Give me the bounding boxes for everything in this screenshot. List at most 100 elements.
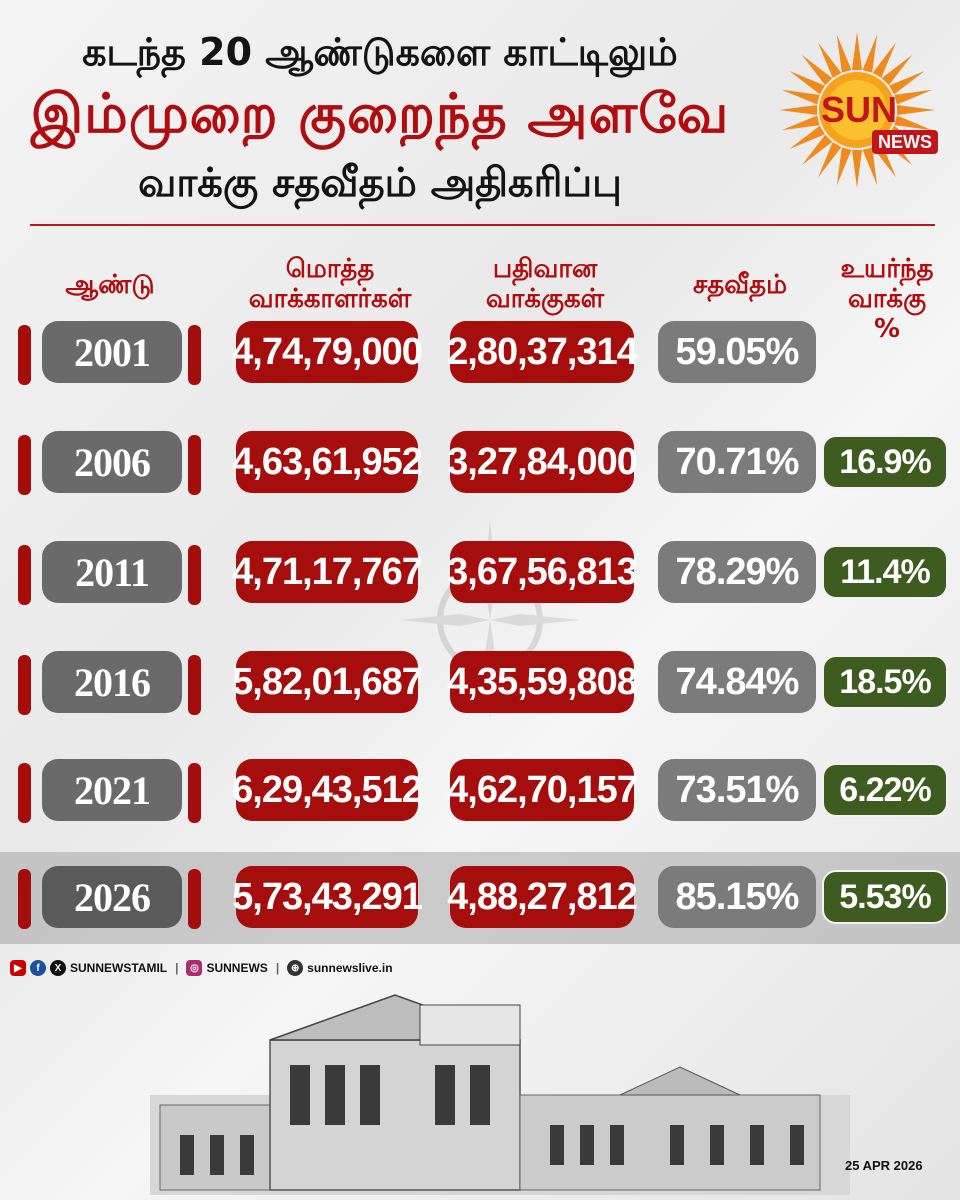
polled-votes-cell: 4,62,70,157	[447, 759, 638, 821]
increase-cell: 16.9%	[822, 435, 948, 489]
row-bar-right	[188, 655, 201, 715]
increase-cell: 11.4%	[822, 545, 948, 599]
handle-sunnews[interactable]: SUNNEWS	[206, 961, 268, 975]
separator: |	[175, 961, 179, 975]
instagram-icon[interactable]: ◎	[186, 960, 203, 976]
column-header-polled-votes: பதிவான வாக்குகள்	[450, 254, 640, 314]
year-cell: 2016	[42, 651, 182, 713]
sun-news-logo: SUN NEWS	[779, 32, 938, 188]
social-handles: ▶ f X SUNNEWSTAMIL | ◎ SUNNEWS | ⊕ sunne…	[10, 958, 393, 978]
percentage-cell: 70.71%	[658, 431, 816, 493]
youtube-icon[interactable]: ▶	[10, 960, 26, 976]
percentage-cell: 85.15%	[658, 866, 816, 928]
column-header-total-voters: மொத்த வாக்காளர்கள்	[230, 254, 430, 314]
increase-cell: 18.5%	[822, 655, 948, 709]
column-header-increase-line2: வாக்கு	[847, 284, 927, 314]
logo-sun-ray	[818, 42, 842, 78]
percentage-cell: 74.84%	[658, 651, 816, 713]
headline-line-1: கடந்த 20 ஆண்டுகளை காட்டிலும்	[82, 30, 678, 74]
increase-cell: 5.53%	[822, 870, 948, 924]
total-voters-cell: 4,71,17,767	[232, 541, 423, 603]
polled-votes-cell: 3,27,84,000	[447, 431, 638, 493]
table-row-highlighted: 2026 5,73,43,291 4,88,27,812 85.15% 5.53…	[0, 852, 960, 944]
logo-sun-ray	[894, 115, 933, 131]
row-bar-right	[188, 435, 201, 495]
total-voters-cell: 4,74,79,000	[232, 321, 423, 383]
row-bar-right	[188, 763, 201, 823]
logo-sun-ray	[852, 32, 862, 70]
globe-icon[interactable]: ⊕	[287, 960, 304, 976]
facebook-icon[interactable]: f	[30, 960, 46, 976]
column-header-total-line2: வாக்காளர்கள்	[248, 284, 412, 314]
column-header-polled-line2: வாக்குகள்	[485, 284, 605, 314]
table-row: 2001 4,74,79,000 2,80,37,314 59.05%	[0, 318, 960, 408]
table-row: 2016 5,82,01,687 4,35,59,808 74.84% 18.5…	[0, 648, 960, 738]
table-row: 2011 4,71,17,767 3,67,56,813 78.29% 11.4…	[0, 538, 960, 628]
logo-text-bottom: NEWS	[878, 132, 932, 152]
year-cell: 2006	[42, 431, 182, 493]
year-cell: 2011	[42, 541, 182, 603]
logo-sun-ray	[872, 42, 896, 78]
headline-line-2: இம்முறை குறைந்த அளவே	[30, 82, 730, 145]
logo-sun-ray	[836, 34, 852, 73]
row-bar-left	[18, 545, 31, 605]
column-header-total-line1: மொத்த	[285, 254, 375, 284]
total-voters-cell: 4,63,61,952	[232, 431, 423, 493]
website-link[interactable]: sunnewslive.in	[307, 961, 393, 975]
logo-sun-ray	[889, 71, 925, 95]
headline-line-3: வாக்கு சதவீதம் அதிகரிப்பு	[138, 160, 622, 206]
total-voters-cell: 6,29,43,512	[232, 759, 423, 821]
logo-sun-ray	[852, 150, 862, 188]
logo-sun-ray	[862, 34, 878, 73]
logo-sun-ray	[881, 54, 913, 86]
total-voters-cell: 5,82,01,687	[232, 651, 423, 713]
column-header-increase-line1: உயர்ந்த	[840, 254, 934, 284]
logo-sun-ray	[789, 125, 825, 149]
table-row: 2021 6,29,43,512 4,62,70,157 73.51% 6.22…	[0, 756, 960, 846]
row-bar-right	[188, 869, 201, 929]
logo-sun-ray	[781, 115, 820, 131]
logo-sun-ray	[781, 89, 820, 105]
column-header-year: ஆண்டு	[65, 270, 155, 300]
column-header-polled-line1: பதிவான	[492, 254, 598, 284]
row-bar-left	[18, 869, 31, 929]
publish-date: 25 APR 2026	[845, 1158, 923, 1173]
header-divider	[30, 224, 935, 226]
polled-votes-cell: 3,67,56,813	[447, 541, 638, 603]
year-cell: 2021	[42, 759, 182, 821]
logo-text-top: SUN	[821, 89, 897, 130]
separator: |	[275, 961, 280, 975]
table-row: 2006 4,63,61,952 3,27,84,000 70.71% 16.9…	[0, 428, 960, 518]
logo-sun-ray	[801, 54, 833, 86]
year-cell: 2001	[42, 321, 182, 383]
row-bar-left	[18, 763, 31, 823]
polled-votes-cell: 4,88,27,812	[447, 866, 638, 928]
logo-sun-ray	[779, 105, 817, 115]
logo-sun-ray	[862, 147, 878, 186]
polled-votes-cell: 2,80,37,314	[447, 321, 638, 383]
percentage-cell: 78.29%	[658, 541, 816, 603]
increase-cell: 6.22%	[822, 763, 948, 817]
polled-votes-cell: 4,35,59,808	[447, 651, 638, 713]
logo-sun-ray	[894, 89, 933, 105]
year-cell: 2026	[42, 866, 182, 928]
row-bar-left	[18, 655, 31, 715]
logo-sun-ray	[801, 134, 833, 166]
x-icon[interactable]: X	[50, 960, 66, 976]
row-bar-right	[188, 325, 201, 385]
logo-sun-ray	[818, 142, 842, 178]
percentage-cell: 73.51%	[658, 759, 816, 821]
handle-sunnewstamil[interactable]: SUNNEWSTAMIL	[70, 961, 168, 975]
logo-sun-ray	[897, 105, 935, 115]
total-voters-cell: 5,73,43,291	[232, 866, 423, 928]
column-header-increase-line3: %	[873, 314, 901, 344]
logo-sun-ray	[789, 71, 825, 95]
logo-sun-ray	[836, 147, 852, 186]
percentage-cell: 59.05%	[658, 321, 816, 383]
column-header-percentage: சதவீதம்	[692, 270, 788, 300]
row-bar-right	[188, 545, 201, 605]
secretariat-building-illustration	[150, 994, 850, 1195]
row-bar-left	[18, 325, 31, 385]
row-bar-left	[18, 435, 31, 495]
column-header-increase: உயர்ந்த வாக்கு %	[822, 254, 952, 344]
